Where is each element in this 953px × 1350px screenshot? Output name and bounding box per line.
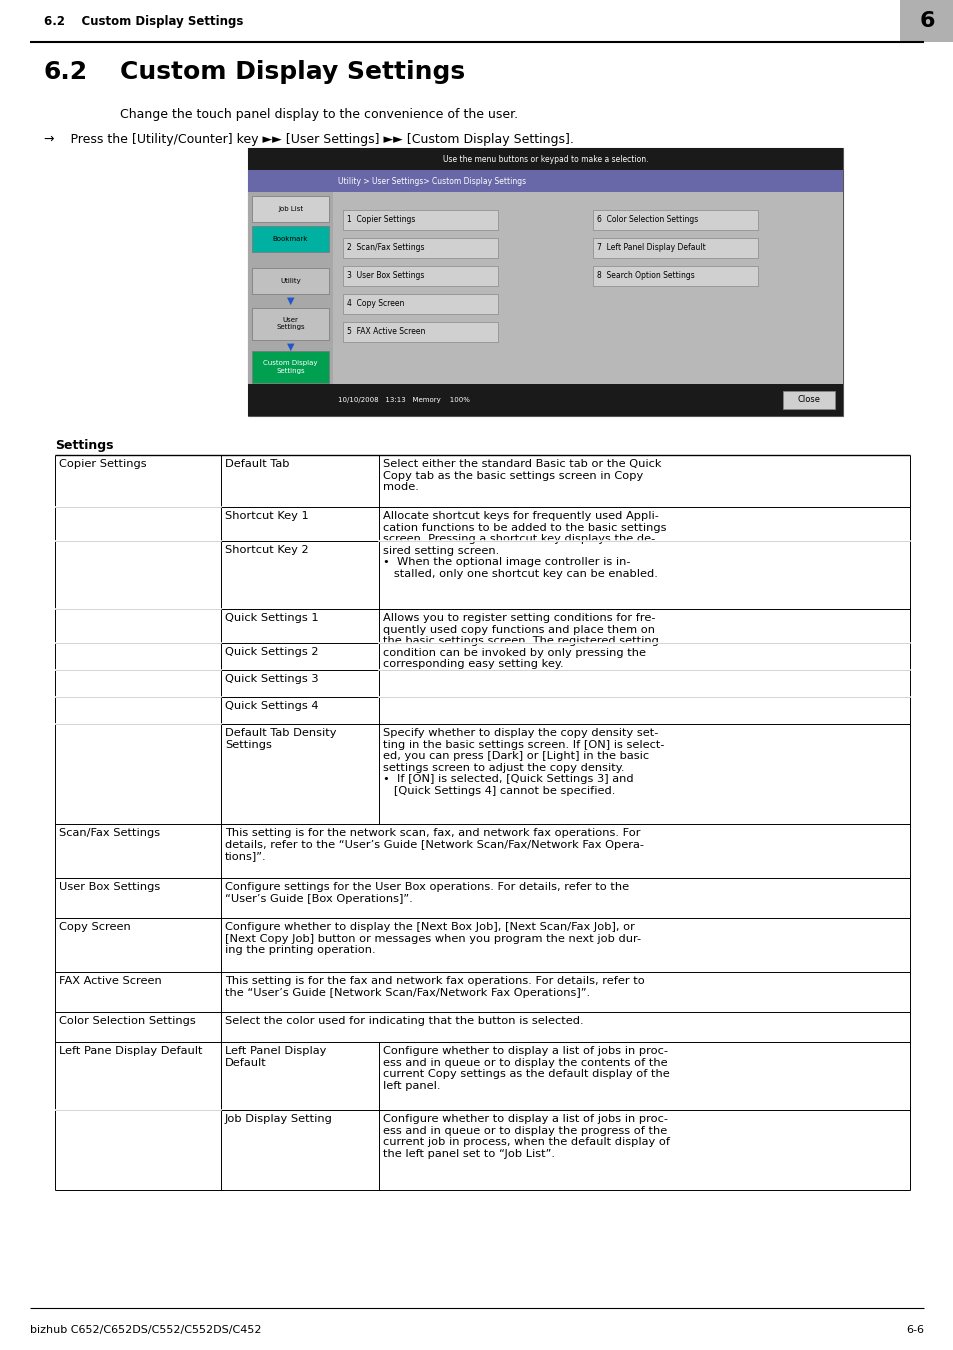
Text: Specify whether to display the copy density set-
ting in the basic settings scre: Specify whether to display the copy dens… xyxy=(382,728,664,796)
Bar xyxy=(593,266,758,286)
Text: Quick Settings 3: Quick Settings 3 xyxy=(225,674,318,684)
Text: User Box Settings: User Box Settings xyxy=(59,882,160,892)
Text: Custom Display Settings: Custom Display Settings xyxy=(120,59,465,84)
Text: Bookmark: Bookmark xyxy=(273,236,308,242)
Text: Job Display Setting: Job Display Setting xyxy=(225,1114,333,1125)
Text: 6.2: 6.2 xyxy=(44,59,88,84)
Bar xyxy=(248,148,842,170)
Text: ▼: ▼ xyxy=(287,296,294,306)
Bar xyxy=(593,238,758,258)
Text: Configure whether to display the [Next Box Job], [Next Scan/Fax Job], or
[Next C: Configure whether to display the [Next B… xyxy=(225,922,640,956)
Text: Shortcut Key 2: Shortcut Key 2 xyxy=(225,545,309,555)
Text: ▼: ▼ xyxy=(287,342,294,352)
Text: Close: Close xyxy=(797,396,820,405)
Text: bizhub C652/C652DS/C552/C552DS/C452: bizhub C652/C652DS/C552/C552DS/C452 xyxy=(30,1324,261,1335)
Text: Default Tab: Default Tab xyxy=(225,459,289,468)
Bar xyxy=(782,392,834,409)
Bar xyxy=(252,351,329,383)
Text: Select either the standard Basic tab or the Quick
Copy tab as the basic settings: Select either the standard Basic tab or … xyxy=(382,459,660,493)
Bar xyxy=(252,308,329,340)
Text: 3  User Box Settings: 3 User Box Settings xyxy=(347,271,424,281)
Text: Utility > User Settings> Custom Display Settings: Utility > User Settings> Custom Display … xyxy=(337,177,525,185)
Text: Quick Settings 4: Quick Settings 4 xyxy=(225,701,318,711)
Text: 6-6: 6-6 xyxy=(905,1324,923,1335)
Text: This setting is for the network scan, fax, and network fax operations. For
detai: This setting is for the network scan, fa… xyxy=(225,828,643,861)
Text: This setting is for the fax and network fax operations. For details, refer to
th: This setting is for the fax and network … xyxy=(225,976,644,998)
Bar xyxy=(248,170,842,192)
Text: Quick Settings 2: Quick Settings 2 xyxy=(225,647,318,657)
Text: Settings: Settings xyxy=(55,439,113,452)
Text: Copy Screen: Copy Screen xyxy=(59,922,131,931)
Bar xyxy=(333,192,842,383)
Text: Left Panel Display
Default: Left Panel Display Default xyxy=(225,1046,326,1068)
Text: Color Selection Settings: Color Selection Settings xyxy=(59,1017,195,1026)
Text: FAX Active Screen: FAX Active Screen xyxy=(59,976,162,986)
Text: Job List: Job List xyxy=(277,207,303,212)
Bar xyxy=(248,383,842,416)
Bar xyxy=(343,211,497,230)
Text: 2  Scan/Fax Settings: 2 Scan/Fax Settings xyxy=(347,243,424,252)
Text: Select the color used for indicating that the button is selected.: Select the color used for indicating tha… xyxy=(225,1017,583,1026)
Text: 6.2    Custom Display Settings: 6.2 Custom Display Settings xyxy=(44,15,243,27)
Bar xyxy=(252,225,329,252)
Bar xyxy=(593,211,758,230)
Text: 10/10/2008   13:13   Memory    100%: 10/10/2008 13:13 Memory 100% xyxy=(337,397,470,404)
Text: Allocate shortcut keys for frequently used Appli-
cation functions to be added t: Allocate shortcut keys for frequently us… xyxy=(382,512,666,579)
Text: Scan/Fax Settings: Scan/Fax Settings xyxy=(59,828,160,838)
Text: Custom Display
Settings: Custom Display Settings xyxy=(263,360,317,374)
Bar xyxy=(252,196,329,221)
Text: 7  Left Panel Display Default: 7 Left Panel Display Default xyxy=(597,243,705,252)
Text: Configure whether to display a list of jobs in proc-
ess and in queue or to disp: Configure whether to display a list of j… xyxy=(382,1046,669,1091)
Text: Copier Settings: Copier Settings xyxy=(59,459,147,468)
Text: Allows you to register setting conditions for fre-
quently used copy functions a: Allows you to register setting condition… xyxy=(382,613,659,670)
Bar xyxy=(248,148,842,416)
Text: →    Press the [Utility/Counter] key ►► [User Settings] ►► [Custom Display Setti: → Press the [Utility/Counter] key ►► [Us… xyxy=(44,134,574,146)
Text: 1  Copier Settings: 1 Copier Settings xyxy=(347,216,415,224)
Text: Quick Settings 1: Quick Settings 1 xyxy=(225,613,318,622)
Text: Change the touch panel display to the convenience of the user.: Change the touch panel display to the co… xyxy=(120,108,517,122)
Text: 6  Color Selection Settings: 6 Color Selection Settings xyxy=(597,216,698,224)
Text: User
Settings: User Settings xyxy=(276,317,305,331)
Text: Left Pane Display Default: Left Pane Display Default xyxy=(59,1046,202,1056)
Text: 5  FAX Active Screen: 5 FAX Active Screen xyxy=(347,328,425,336)
Bar xyxy=(252,269,329,294)
Bar xyxy=(343,238,497,258)
Text: 8  Search Option Settings: 8 Search Option Settings xyxy=(597,271,694,281)
Text: Shortcut Key 1: Shortcut Key 1 xyxy=(225,512,309,521)
Text: 4  Copy Screen: 4 Copy Screen xyxy=(347,300,404,309)
Text: Use the menu buttons or keypad to make a selection.: Use the menu buttons or keypad to make a… xyxy=(442,154,648,163)
Text: Default Tab Density
Settings: Default Tab Density Settings xyxy=(225,728,336,749)
Bar xyxy=(899,0,953,42)
Text: 6: 6 xyxy=(919,11,934,31)
Bar xyxy=(248,192,333,383)
Text: Configure whether to display a list of jobs in proc-
ess and in queue or to disp: Configure whether to display a list of j… xyxy=(382,1114,669,1158)
Bar xyxy=(343,294,497,315)
Bar xyxy=(343,323,497,342)
Text: Configure settings for the User Box operations. For details, refer to the
“User’: Configure settings for the User Box oper… xyxy=(225,882,628,903)
Text: Utility: Utility xyxy=(280,278,300,283)
Bar xyxy=(343,266,497,286)
